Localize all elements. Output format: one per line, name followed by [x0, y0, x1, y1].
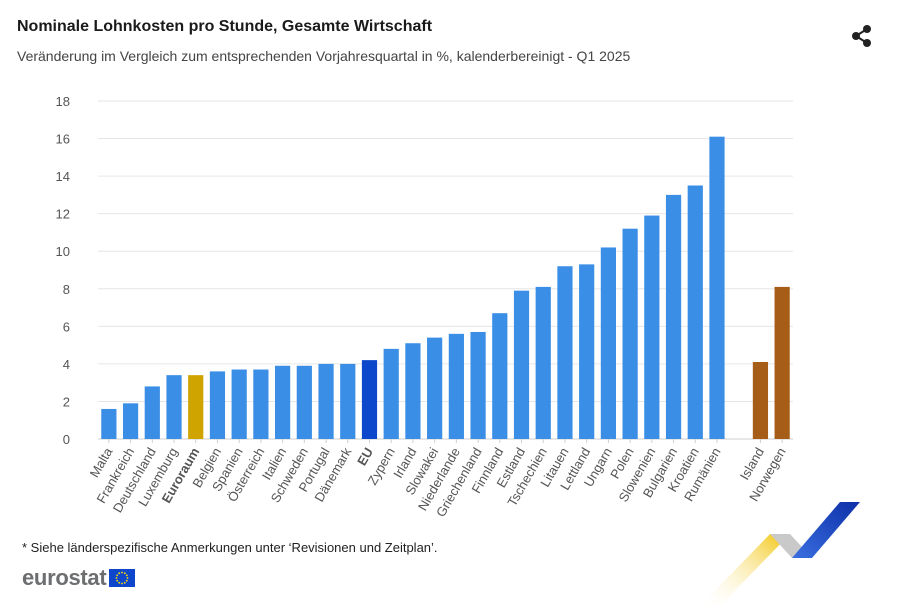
bar-island[interactable] — [752, 362, 769, 439]
bar-chart: 024681012141618MaltaFrankreichDeutschlan… — [56, 94, 793, 519]
bar-belgien[interactable] — [209, 371, 226, 439]
chart-subtitle: Veränderung im Vergleich zum entsprechen… — [17, 48, 631, 64]
bar-polen[interactable] — [622, 228, 638, 439]
y-tick-label: 2 — [63, 394, 70, 409]
bar-frankreich[interactable] — [122, 403, 139, 439]
eurostat-logo[interactable]: eurostat — [22, 565, 136, 590]
bar-luxemburg[interactable] — [166, 375, 182, 439]
bar-lettland[interactable] — [579, 264, 595, 439]
y-tick-label: 16 — [56, 132, 70, 147]
bar-estland[interactable] — [513, 290, 530, 439]
y-tick-label: 18 — [56, 94, 70, 109]
bar-italien[interactable] — [275, 365, 291, 439]
eu-flag-icon — [109, 569, 136, 587]
bar-eu[interactable] — [361, 360, 378, 439]
bar-griechenland[interactable] — [470, 331, 486, 439]
bar-slowenien[interactable] — [644, 215, 660, 439]
bar-rumänien[interactable] — [709, 136, 725, 439]
bar-irland[interactable] — [405, 343, 421, 439]
footnote: * Siehe länderspezifische Anmerkungen un… — [22, 540, 438, 555]
bar-finnland[interactable] — [492, 313, 508, 439]
logo-text: eurostat — [22, 565, 107, 590]
bar-euroraum[interactable] — [188, 375, 204, 439]
y-tick-label: 6 — [63, 319, 70, 334]
bar-norwegen[interactable] — [774, 286, 790, 439]
bar-malta[interactable] — [101, 408, 117, 439]
chart-title: Nominale Lohnkosten pro Stunde, Gesamte … — [17, 18, 433, 35]
bar-deutschland[interactable] — [144, 386, 160, 439]
bar-österreich[interactable] — [253, 369, 269, 439]
bar-portugal[interactable] — [318, 363, 334, 439]
bar-slowakei[interactable] — [427, 337, 443, 439]
bar-zypern[interactable] — [383, 348, 399, 439]
y-tick-label: 0 — [63, 432, 70, 447]
bar-dänemark[interactable] — [340, 363, 356, 439]
y-tick-label: 4 — [63, 357, 70, 372]
bar-ungarn[interactable] — [600, 247, 616, 439]
share-icon[interactable] — [848, 22, 876, 50]
bar-litauen[interactable] — [557, 266, 573, 439]
y-tick-label: 10 — [56, 244, 70, 259]
bar-schweden[interactable] — [296, 365, 312, 439]
bar-niederlande[interactable] — [448, 333, 464, 439]
y-tick-label: 8 — [63, 282, 70, 297]
y-tick-label: 12 — [56, 207, 70, 222]
decorative-chevron — [700, 502, 860, 606]
bar-tschechien[interactable] — [535, 286, 551, 439]
bar-bulgarien[interactable] — [665, 194, 682, 439]
bar-spanien[interactable] — [231, 369, 247, 439]
bar-kroatien[interactable] — [687, 185, 703, 440]
y-tick-label: 14 — [56, 169, 70, 184]
